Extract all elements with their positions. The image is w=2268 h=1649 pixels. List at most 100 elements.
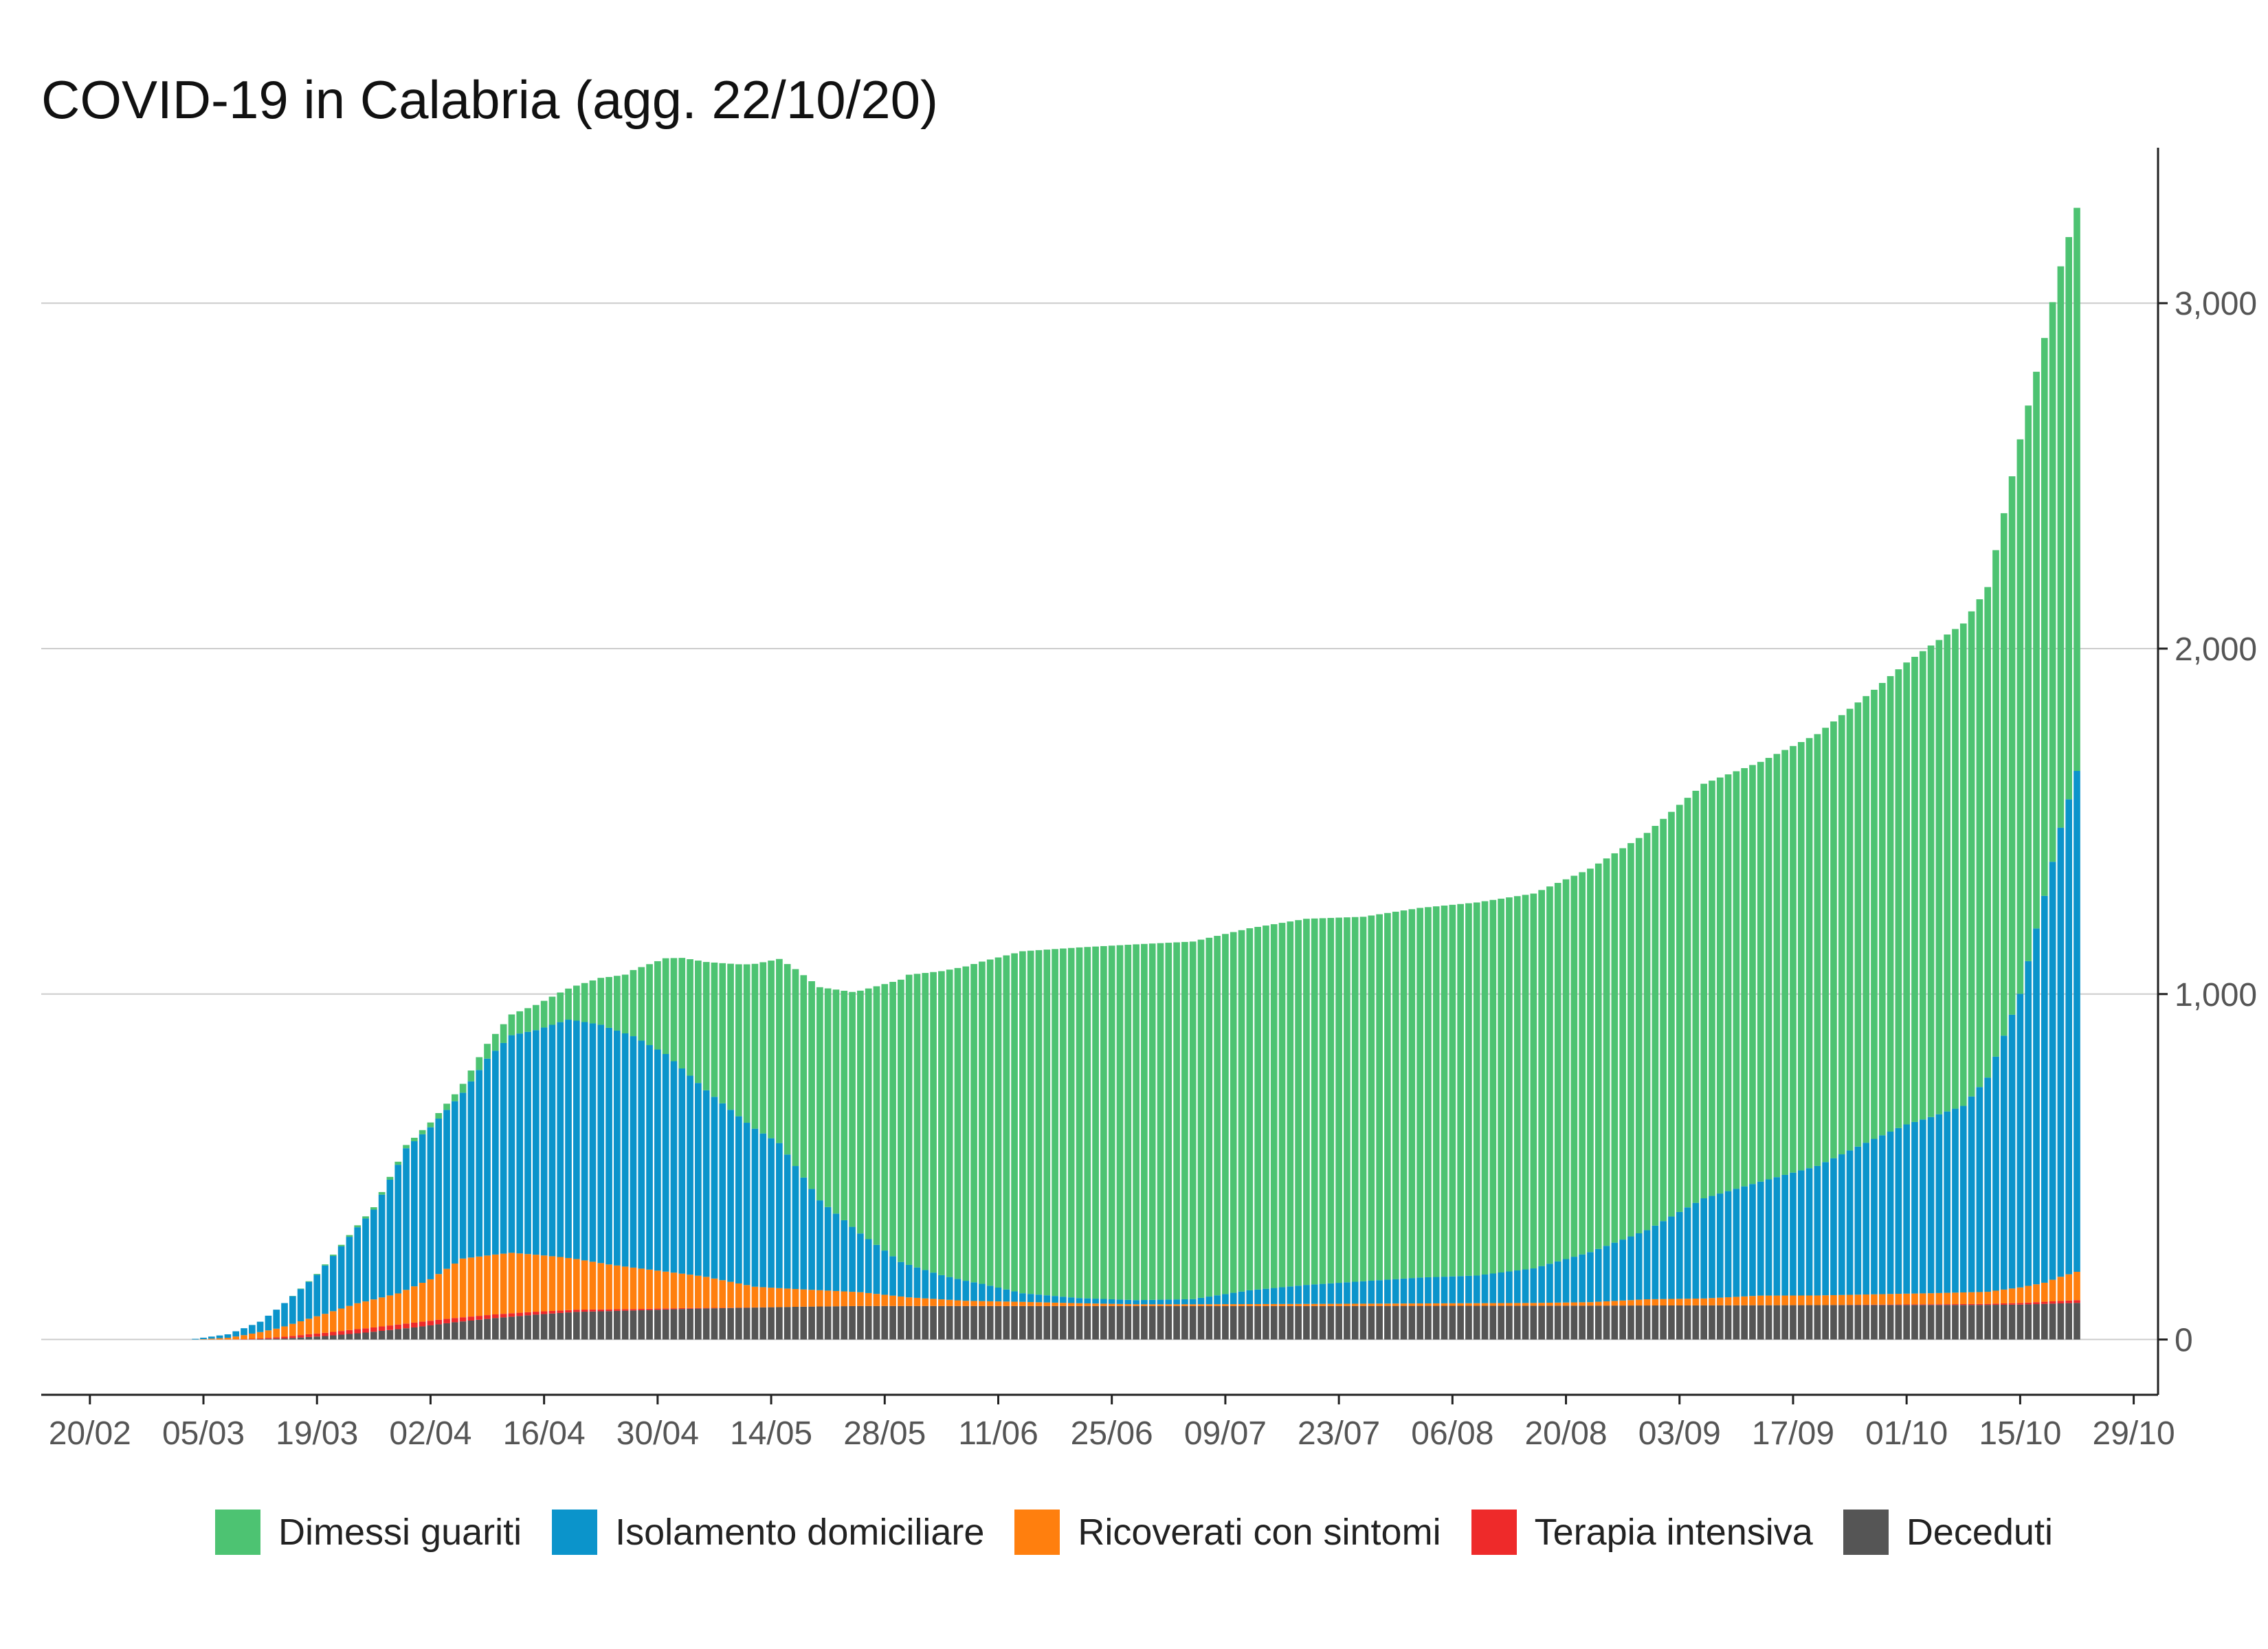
bar-segment-isolamento-domiciliare <box>1976 1087 1983 1292</box>
bar-segment-ricoverati-con-sintomi <box>2049 1279 2056 1302</box>
bar-segment-deceduti <box>1157 1305 1164 1340</box>
bar-segment-ricoverati-con-sintomi <box>1400 1303 1408 1306</box>
bar-segment-isolamento-domiciliare <box>273 1310 280 1329</box>
bar-segment-ricoverati-con-sintomi <box>1668 1299 1675 1305</box>
day-bar <box>1067 947 1075 1340</box>
day-bar <box>378 1191 386 1340</box>
bar-segment-ricoverati-con-sintomi <box>1116 1303 1124 1306</box>
bar-segment-dimessi-guariti <box>1076 947 1083 1299</box>
bar-segment-isolamento-domiciliare <box>1562 1259 1570 1303</box>
bar-segment-deceduti <box>1757 1305 1764 1340</box>
bar-segment-deceduti <box>1927 1305 1935 1340</box>
bar-segment-deceduti <box>581 1312 588 1340</box>
bar-segment-deceduti <box>443 1323 450 1340</box>
day-bar <box>646 964 653 1340</box>
day-bar <box>1425 907 1432 1340</box>
bar-segment-deceduti <box>1432 1305 1440 1340</box>
bar-segment-dimessi-guariti <box>597 978 605 1025</box>
bar-segment-ricoverati-con-sintomi <box>1944 1292 1951 1305</box>
day-bar <box>1976 599 1983 1340</box>
bar-segment-ricoverati-con-sintomi <box>508 1253 515 1314</box>
bar-segment-ricoverati-con-sintomi <box>1968 1292 1975 1304</box>
bar-segment-dimessi-guariti <box>1141 943 1148 1301</box>
bar-segment-dimessi-guariti <box>492 1033 499 1051</box>
bar-segment-dimessi-guariti <box>1716 777 1724 1194</box>
bar-segment-dimessi-guariti <box>922 973 929 1270</box>
bar-segment-isolamento-domiciliare <box>2049 862 2056 1280</box>
bar-segment-dimessi-guariti <box>1660 818 1667 1222</box>
bar-segment-isolamento-domiciliare <box>1944 1111 1951 1293</box>
bar-segment-dimessi-guariti <box>1919 651 1926 1120</box>
bar-segment-isolamento-domiciliare <box>1757 1181 1764 1296</box>
bar-segment-deceduti <box>1733 1305 1740 1340</box>
bar-segment-terapia-intensiva <box>1927 1304 1935 1305</box>
bar-segment-isolamento-domiciliare <box>938 1275 945 1300</box>
day-bar <box>452 1094 458 1340</box>
bar-segment-deceduti <box>524 1315 531 1340</box>
bar-segment-ricoverati-con-sintomi <box>759 1287 767 1308</box>
bar-segment-isolamento-domiciliare <box>435 1119 443 1275</box>
day-bar <box>2041 337 2048 1340</box>
bar-segment-deceduti <box>1919 1305 1926 1340</box>
bar-segment-ricoverati-con-sintomi <box>946 1299 953 1306</box>
bar-segment-terapia-intensiva <box>597 1309 605 1312</box>
bar-segment-deceduti <box>1814 1305 1821 1340</box>
bar-segment-deceduti <box>1587 1305 1594 1340</box>
bar-segment-dimessi-guariti <box>873 986 880 1245</box>
bar-segment-ricoverati-con-sintomi <box>1197 1304 1205 1306</box>
bar-segment-terapia-intensiva <box>362 1328 369 1333</box>
bar-segment-deceduti <box>727 1308 734 1340</box>
x-tick-label: 29/10 <box>2093 1415 2175 1452</box>
bar-segment-dimessi-guariti <box>305 1281 313 1282</box>
bar-segment-deceduti <box>459 1321 467 1340</box>
bar-segment-deceduti <box>1027 1305 1034 1340</box>
bar-segment-ricoverati-con-sintomi <box>581 1260 588 1310</box>
bar-segment-isolamento-domiciliare <box>670 1061 678 1273</box>
bar-segment-isolamento-domiciliare <box>1449 1276 1456 1303</box>
bar-segment-ricoverati-con-sintomi <box>751 1286 759 1308</box>
bar-segment-dimessi-guariti <box>443 1103 450 1110</box>
bar-segment-deceduti <box>1676 1305 1683 1340</box>
bar-segment-dimessi-guariti <box>1506 897 1513 1272</box>
bar-segment-isolamento-domiciliare <box>1416 1277 1423 1304</box>
bar-segment-isolamento-domiciliare <box>1141 1300 1148 1305</box>
bar-segment-deceduti <box>1344 1305 1350 1340</box>
bar-segment-deceduti <box>1263 1305 1269 1340</box>
day-bar <box>2025 405 2032 1340</box>
day-bar <box>1473 902 1480 1340</box>
bar-segment-isolamento-domiciliare <box>394 1165 402 1294</box>
day-bar <box>1619 848 1626 1340</box>
bar-segment-isolamento-domiciliare <box>1822 1162 1830 1296</box>
bar-segment-deceduti <box>1238 1305 1245 1340</box>
day-bar <box>1270 924 1278 1340</box>
bar-segment-terapia-intensiva <box>662 1308 669 1310</box>
bar-segment-isolamento-domiciliare <box>768 1138 775 1288</box>
bar-segment-isolamento-domiciliare <box>970 1282 977 1301</box>
bar-segment-ricoverati-con-sintomi <box>2041 1282 2048 1302</box>
bar-segment-isolamento-domiciliare <box>1724 1191 1732 1298</box>
day-bar <box>1359 917 1367 1340</box>
bar-segment-deceduti <box>516 1316 524 1340</box>
y-tick-label: 0 <box>2175 1323 2193 1359</box>
bar-segment-ricoverati-con-sintomi <box>557 1257 564 1311</box>
bar-segment-ricoverati-con-sintomi <box>711 1278 718 1308</box>
bar-segment-ricoverati-con-sintomi <box>322 1314 329 1333</box>
bar-segment-dimessi-guariti <box>1084 947 1091 1299</box>
bar-segment-ricoverati-con-sintomi <box>1214 1304 1221 1306</box>
day-bar <box>849 991 856 1340</box>
bar-segment-deceduti <box>1984 1305 1992 1340</box>
day-bar <box>256 1321 264 1340</box>
bar-segment-isolamento-domiciliare <box>1076 1298 1083 1303</box>
bar-segment-ricoverati-con-sintomi <box>670 1272 678 1309</box>
y-axis-ticks: 0 1,000 2,000 3,000 <box>2158 286 2257 1359</box>
bar-segment-deceduti <box>646 1310 653 1340</box>
bar-segment-terapia-intensiva <box>1968 1303 1975 1305</box>
bar-segment-deceduti <box>1959 1305 1967 1340</box>
bar-segment-isolamento-domiciliare <box>597 1024 605 1264</box>
day-bar <box>1489 899 1497 1340</box>
bar-segment-deceduti <box>1709 1305 1715 1340</box>
bar-segment-ricoverati-con-sintomi <box>841 1291 848 1307</box>
bar-segment-isolamento-domiciliare <box>1335 1283 1342 1304</box>
bar-segment-dimessi-guariti <box>516 1011 524 1034</box>
bar-segment-deceduti <box>1270 1305 1278 1340</box>
